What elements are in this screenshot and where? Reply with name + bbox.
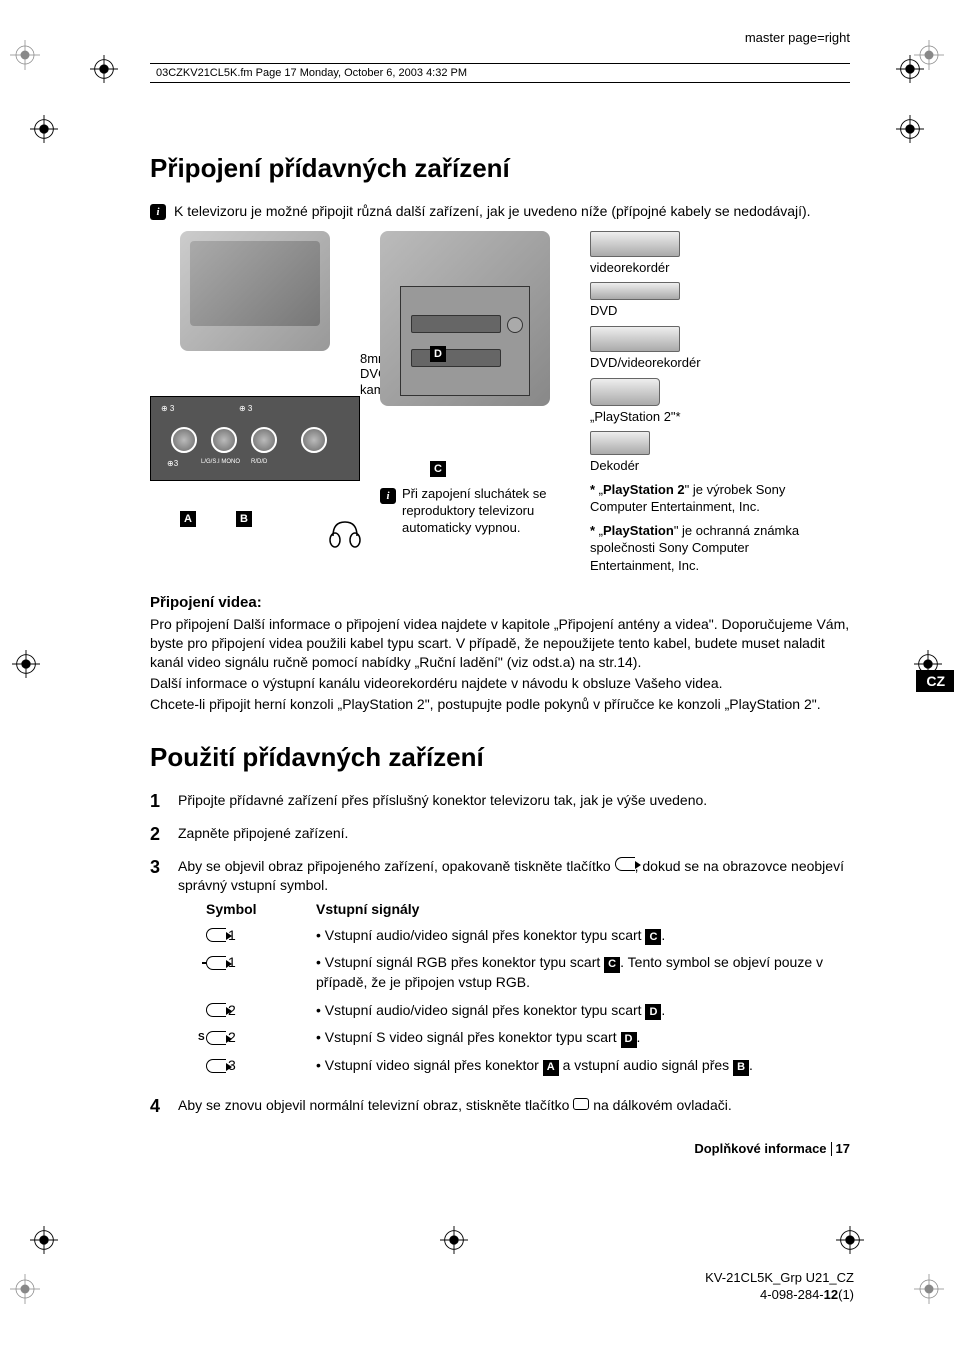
connection-diagram: ⊕ 3 ⊕ 3 ⊕3 L/G/S.I MONO R/D/D A B 8mm/Hi…	[150, 231, 850, 574]
video-para-3: Chcete-li připojit herní konzoli „PlaySt…	[150, 695, 850, 714]
info-icon: i	[150, 204, 166, 220]
sig-row-2: 1 • Vstupní signál RGB přes konektor typ…	[206, 953, 850, 992]
step-3: 3 Aby se objevil obraz připojeného zaříz…	[150, 857, 850, 1084]
dvdvcr-illustration	[590, 326, 680, 352]
language-tab: CZ	[916, 670, 954, 692]
headphones-icon	[325, 514, 365, 554]
front-connector-panel: ⊕ 3 ⊕ 3 ⊕3 L/G/S.I MONO R/D/D	[150, 396, 360, 481]
tv-icon	[573, 1098, 589, 1110]
info-icon: i	[380, 488, 396, 504]
headphone-note: i Při zapojení sluchátek se reproduktory…	[380, 486, 570, 537]
intro-info: i K televizoru je možné připojit různá d…	[150, 202, 850, 221]
intro-text: K televizoru je možné připojit různá dal…	[174, 202, 811, 221]
heading-use: Použití přídavných zařízení	[150, 742, 850, 773]
page-content: master page=right 03CZKV21CL5K.fm Page 1…	[150, 30, 850, 1156]
decoder-label: Dekodér	[590, 457, 800, 475]
reg-mark	[896, 115, 924, 143]
dvd-illustration	[590, 282, 680, 300]
reg-mark	[440, 1226, 468, 1254]
decoder-illustration	[590, 431, 650, 455]
input-icon	[615, 857, 635, 871]
heading-connect: Připojení přídavných zařízení	[150, 153, 850, 184]
reg-mark	[30, 115, 58, 143]
master-page-label: master page=right	[150, 30, 850, 45]
footnote-ps2-b: * „PlayStation" je ochranná známka spole…	[590, 522, 800, 575]
video-subheading: Připojení videa:	[150, 594, 850, 611]
steps-list: 1 Připojte přídavné zařízení přes příslu…	[150, 791, 850, 1117]
letters-a-b: A B	[180, 511, 252, 527]
crop-mark	[914, 1274, 944, 1304]
sig-row-4: 2 • Vstupní S video signál přes konektor…	[206, 1028, 850, 1048]
ps2-illustration	[590, 378, 660, 406]
dvd-label: DVD	[590, 302, 800, 320]
vcr-illustration	[590, 231, 680, 257]
tv-front-illustration	[180, 231, 330, 351]
code-line-1: KV-21CL5K_Grp U21_CZ	[705, 1270, 854, 1287]
bottom-codes: KV-21CL5K_Grp U21_CZ 4-098-284-12(1)	[705, 1270, 854, 1304]
vcr-label: videorekordér	[590, 259, 800, 277]
sig-row-1: 1 • Vstupní audio/video signál přes kone…	[206, 926, 850, 946]
reg-mark	[90, 55, 118, 83]
headphone-note-text: Při zapojení sluchátek se reproduktory t…	[402, 486, 570, 537]
video-para-1: Pro připojení Další informace o připojen…	[150, 615, 850, 672]
video-para-2: Další informace o výstupní kanálu videor…	[150, 674, 850, 693]
dvdvcr-label: DVD/videorekordér	[590, 354, 800, 372]
letter-d: D	[430, 346, 446, 362]
crop-mark	[10, 40, 40, 70]
letter-c: C	[430, 461, 446, 477]
sig-row-5: 3 • Vstupní video signál přes konektor A…	[206, 1056, 850, 1076]
reg-mark	[30, 1226, 58, 1254]
footer-section: Doplňkové informace17	[150, 1141, 850, 1157]
step-1: 1 Připojte přídavné zařízení přes příslu…	[150, 791, 850, 812]
crop-mark	[10, 1274, 40, 1304]
reg-mark	[896, 55, 924, 83]
letter-b: B	[236, 511, 252, 527]
code-line-2: 4-098-284-12(1)	[705, 1287, 854, 1304]
file-info-line: 03CZKV21CL5K.fm Page 17 Monday, October …	[150, 63, 850, 83]
reg-mark	[836, 1226, 864, 1254]
reg-mark	[12, 650, 40, 678]
tv-rear-block: D C i Při zapojení sluchátek se reproduk…	[380, 231, 570, 574]
col-signals: Vstupní signály	[316, 900, 419, 920]
ps2-label: „PlayStation 2"*	[590, 408, 800, 426]
step-4: 4 Aby se znovu objevil normální televizn…	[150, 1096, 850, 1117]
signal-table: Symbol Vstupní signály 1 • Vstupní audio…	[206, 900, 850, 1076]
letter-a: A	[180, 511, 196, 527]
device-list: videorekordér DVD DVD/videorekordér „Pla…	[590, 231, 800, 574]
tv-rear-illustration	[380, 231, 550, 406]
step-2: 2 Zapněte připojené zařízení.	[150, 824, 850, 845]
footnote-ps2-a: * „PlayStation 2" je výrobek Sony Comput…	[590, 481, 800, 516]
sig-row-3: 2 • Vstupní audio/video signál přes kone…	[206, 1001, 850, 1021]
col-symbol: Symbol	[206, 900, 316, 920]
tv-front-block: ⊕ 3 ⊕ 3 ⊕3 L/G/S.I MONO R/D/D A B	[150, 231, 360, 574]
